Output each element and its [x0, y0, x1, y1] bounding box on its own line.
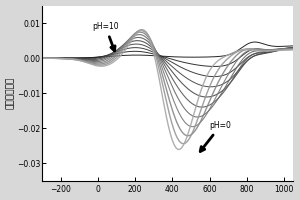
- Text: pH=0: pH=0: [200, 121, 232, 151]
- Y-axis label: 电流（毫安）: 电流（毫安）: [6, 77, 15, 109]
- Text: pH=10: pH=10: [92, 22, 119, 51]
